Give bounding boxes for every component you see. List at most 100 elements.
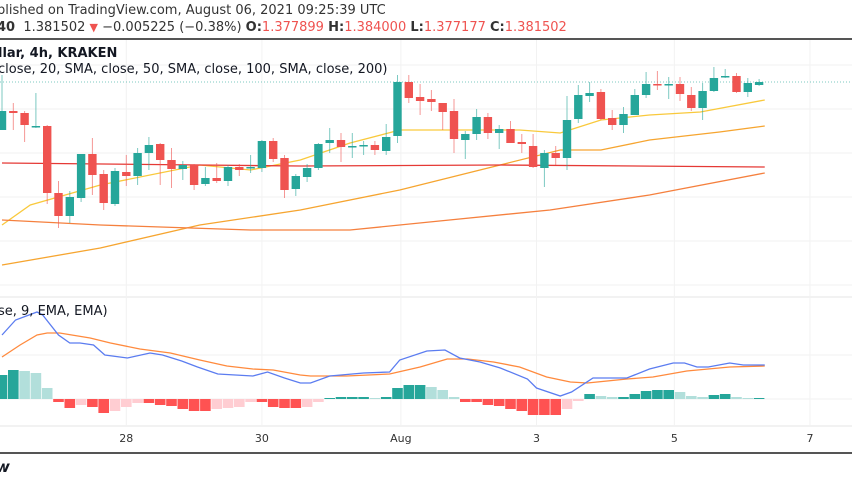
candle-body: [167, 160, 176, 169]
histogram-bar: [697, 397, 708, 399]
candle: [178, 161, 187, 180]
candle: [630, 89, 639, 115]
histogram-bar: [448, 397, 460, 399]
histogram-bar: [753, 398, 765, 399]
candle-body: [246, 167, 255, 169]
candle-body: [415, 97, 425, 101]
moving-average-legend[interactable]: close, 20, SMA, close, 50, SMA, close, 1…: [0, 62, 388, 77]
candle: [517, 134, 526, 153]
candle-body: [9, 111, 18, 113]
candle: [302, 164, 312, 182]
macd-lines: [1, 311, 765, 397]
candle: [506, 121, 515, 143]
histogram-bar: [177, 399, 189, 409]
candle-body: [427, 99, 436, 102]
histogram-bar: [640, 391, 652, 399]
histogram-bar: [222, 399, 234, 408]
candle-body: [144, 145, 154, 153]
candle-body: [698, 91, 707, 108]
histogram-bar: [347, 397, 358, 399]
candle: [314, 143, 323, 170]
histogram-bar: [279, 399, 290, 408]
candle-body: [280, 158, 289, 190]
candle-body: [110, 171, 120, 204]
candle-body: [235, 167, 244, 170]
candle-body: [608, 118, 617, 125]
candle-body: [517, 142, 526, 144]
candle: [687, 87, 696, 111]
macd-legend[interactable]: se, 9, EMA, EMA): [0, 304, 108, 319]
candle-body: [551, 153, 560, 158]
candle-body: [201, 178, 210, 184]
candle-body: [619, 114, 628, 125]
candle: [528, 134, 538, 168]
candle: [110, 168, 120, 206]
histogram-bar: [414, 385, 426, 399]
candle: [156, 143, 165, 185]
close-label: C:: [490, 20, 505, 35]
histogram-bar: [606, 397, 618, 399]
histogram-bar: [539, 399, 550, 415]
candle-body: [223, 167, 233, 181]
candle: [54, 181, 63, 228]
candle: [212, 163, 221, 183]
candle-body: [302, 168, 312, 177]
candle: [721, 69, 730, 78]
histogram-bar: [335, 397, 347, 399]
candle: [483, 113, 493, 139]
histogram-bar: [0, 375, 8, 399]
candle-body: [562, 120, 572, 158]
candle-body: [630, 95, 639, 115]
candle: [641, 72, 651, 98]
high-label: H:: [328, 20, 345, 35]
open-value: 1.377899: [261, 20, 324, 35]
candle-body: [687, 95, 696, 108]
candle: [269, 138, 278, 162]
histogram-bar: [663, 390, 674, 399]
histogram-bar: [516, 399, 528, 411]
candle: [43, 125, 52, 204]
histogram-bar: [652, 390, 663, 399]
candle: [754, 79, 764, 86]
candle-body: [653, 84, 662, 86]
time-tick-label: 5: [671, 432, 678, 445]
candle: [336, 133, 346, 162]
time-tick-label: 3: [533, 432, 540, 445]
candle-body: [754, 82, 764, 85]
histogram-bar: [301, 399, 313, 407]
candles: [0, 67, 764, 228]
candle: [359, 141, 368, 155]
candle-body: [43, 126, 52, 193]
candle-body: [76, 154, 86, 198]
candle: [461, 131, 470, 159]
chart-title: llar, 4h, KRAKEN: [0, 46, 118, 61]
candle: [235, 164, 244, 176]
time-tick-label: 7: [806, 432, 813, 445]
candle: [653, 71, 662, 90]
histogram-bar: [154, 399, 166, 405]
histogram-bar: [53, 399, 64, 402]
last-price: 1.381502: [23, 20, 86, 35]
candle-body: [212, 178, 221, 181]
candle-body: [133, 153, 142, 176]
candle-body: [269, 141, 278, 159]
candle-body: [314, 144, 323, 168]
histogram-bar: [143, 399, 155, 403]
candle-body: [178, 165, 187, 169]
candle: [472, 109, 481, 140]
histogram-bar: [132, 399, 143, 403]
histogram-bar: [121, 399, 132, 407]
candle: [619, 107, 628, 133]
candle-body: [675, 84, 685, 94]
histogram-bar: [426, 387, 437, 399]
candle: [698, 83, 707, 120]
histogram-bar: [188, 399, 200, 411]
histogram-bar: [437, 390, 448, 399]
candle: [540, 150, 549, 187]
histogram-bar: [595, 396, 607, 399]
histogram-bar: [256, 399, 268, 402]
histogram-bar: [245, 399, 256, 402]
candle: [201, 167, 210, 186]
candle-body: [336, 140, 346, 147]
